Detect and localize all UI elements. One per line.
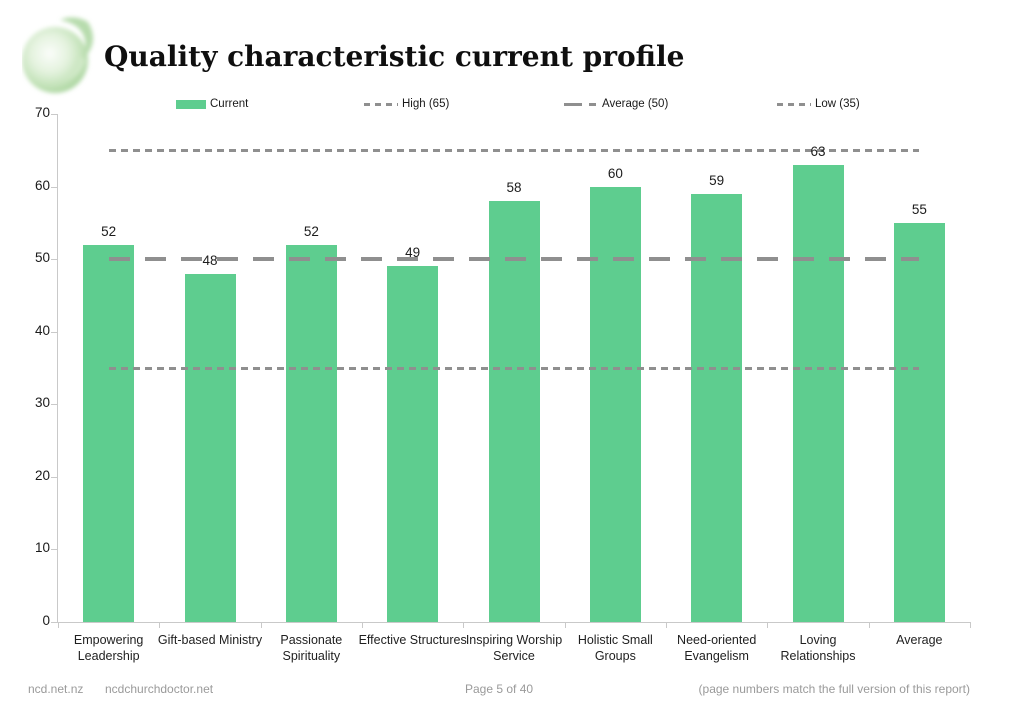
page-title: Quality characteristic current profile bbox=[104, 40, 685, 73]
legend-low-label: Low (35) bbox=[815, 98, 860, 110]
y-axis-label: 10 bbox=[34, 540, 50, 556]
bar-passionate-spirituality bbox=[285, 244, 337, 622]
legend-average-label: Average (50) bbox=[602, 98, 669, 110]
y-axis-label: 20 bbox=[34, 467, 50, 483]
legend-current-swatch-icon bbox=[176, 99, 206, 109]
bar-average bbox=[893, 222, 945, 622]
y-axis-label: 60 bbox=[34, 177, 50, 193]
x-axis-tick bbox=[58, 623, 59, 628]
footer-url-ncd: ncd.net.nz bbox=[28, 682, 84, 696]
x-axis-tick bbox=[564, 623, 566, 628]
bar-holistic-small-groups bbox=[589, 186, 641, 622]
footer-page-number: Page 5 of 40 bbox=[465, 682, 534, 696]
bar-value-empowering-leadership: 52 bbox=[101, 223, 117, 239]
x-axis-tick bbox=[362, 623, 363, 628]
bar-value-passionate-spirituality: 52 bbox=[303, 223, 319, 239]
x-axis-label-holistic-small-groups: Holistic Small Groups bbox=[577, 633, 653, 664]
x-axis-line bbox=[58, 622, 971, 623]
x-axis-label-inspiring-worship-service: Inspiring Worship Service bbox=[465, 633, 563, 664]
reference-line-high-65- bbox=[108, 148, 920, 152]
legend-high-swatch-icon bbox=[364, 102, 398, 106]
legend-average-swatch-icon bbox=[564, 102, 598, 106]
legend-item-low: Low (35) bbox=[777, 96, 860, 112]
footer-note: (page numbers match the full version of … bbox=[698, 682, 970, 696]
y-axis-tick bbox=[51, 186, 57, 188]
x-axis-tick bbox=[868, 623, 870, 628]
y-axis-label: 40 bbox=[34, 322, 50, 338]
legend-low-swatch-icon bbox=[777, 102, 811, 106]
x-axis-label-average: Average bbox=[896, 633, 943, 647]
y-axis-tick bbox=[51, 476, 57, 478]
y-axis-label: 30 bbox=[34, 395, 50, 411]
bar-value-holistic-small-groups: 60 bbox=[607, 165, 623, 181]
y-axis-tick bbox=[51, 331, 57, 333]
bar-value-inspiring-worship-service: 58 bbox=[506, 180, 522, 196]
legend-item-current: Current bbox=[176, 96, 248, 112]
x-axis-label-need-oriented-evangelism: Need-oriented Evangelism bbox=[677, 633, 757, 664]
x-axis-tick bbox=[260, 623, 262, 628]
x-axis-tick bbox=[767, 623, 769, 628]
legend-current-label: Current bbox=[210, 98, 249, 110]
legend-high-label: High (65) bbox=[402, 98, 450, 110]
bar-value-need-oriented-evangelism: 59 bbox=[709, 172, 725, 188]
legend-item-average: Average (50) bbox=[564, 96, 668, 112]
bar-value-gift-based-ministry: 48 bbox=[202, 252, 218, 268]
bar-value-average: 55 bbox=[911, 201, 927, 217]
x-axis-label-loving-relationships: Loving Relationships bbox=[780, 633, 856, 664]
reference-line-average-50- bbox=[108, 257, 920, 262]
ncd-logo-icon bbox=[22, 17, 94, 93]
bar-gift-based-ministry bbox=[184, 273, 236, 622]
y-axis-tick bbox=[51, 259, 57, 261]
bar-value-loving-relationships: 63 bbox=[810, 143, 826, 159]
bar-effective-structures bbox=[387, 266, 439, 622]
x-axis-tick bbox=[159, 623, 161, 628]
bar-empowering-leadership bbox=[83, 244, 135, 622]
reference-line-low-35- bbox=[108, 366, 920, 370]
x-axis-tick bbox=[970, 623, 971, 628]
y-axis-label: 50 bbox=[34, 250, 50, 266]
legend-item-high: High (65) bbox=[364, 96, 449, 112]
x-axis-label-passionate-spirituality: Passionate Spirituality bbox=[280, 633, 343, 664]
bar-value-effective-structures: 49 bbox=[405, 245, 421, 261]
y-axis-tick bbox=[51, 404, 57, 406]
y-axis-label: 70 bbox=[34, 105, 50, 120]
x-axis-label-empowering-leadership: Empowering Leadership bbox=[73, 633, 144, 664]
bar-need-oriented-evangelism bbox=[691, 193, 743, 622]
y-axis-label: 0 bbox=[42, 613, 50, 628]
y-axis-tick bbox=[51, 622, 57, 623]
bar-loving-relationships bbox=[792, 164, 844, 622]
x-axis-label-gift-based-ministry: Gift-based Ministry bbox=[157, 633, 263, 647]
y-axis-tick bbox=[51, 549, 57, 551]
footer-url-churchdoctor: ncdchurchdoctor.net bbox=[105, 682, 214, 696]
y-axis-tick bbox=[51, 114, 57, 115]
y-axis-line bbox=[57, 114, 58, 623]
bar-inspiring-worship-service bbox=[488, 201, 540, 622]
x-axis-tick bbox=[463, 623, 465, 628]
x-axis-tick bbox=[666, 623, 667, 628]
x-axis-label-effective-structures: Effective Structures bbox=[358, 633, 467, 647]
